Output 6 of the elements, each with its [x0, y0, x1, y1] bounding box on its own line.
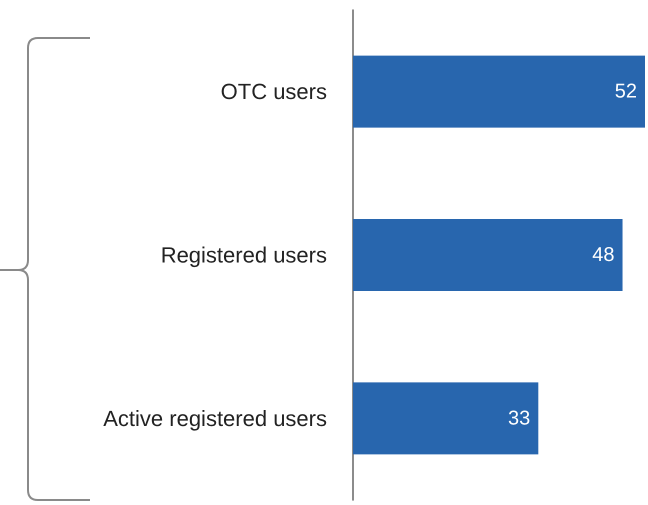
data-label: 52	[614, 80, 637, 103]
data-label: 33	[508, 407, 530, 430]
y-tick-label: Registered users	[160, 242, 327, 268]
data-label: 48	[592, 244, 615, 266]
y-tick-label: OTC users	[220, 79, 327, 104]
y-tick-label: Active registered users	[103, 406, 327, 431]
